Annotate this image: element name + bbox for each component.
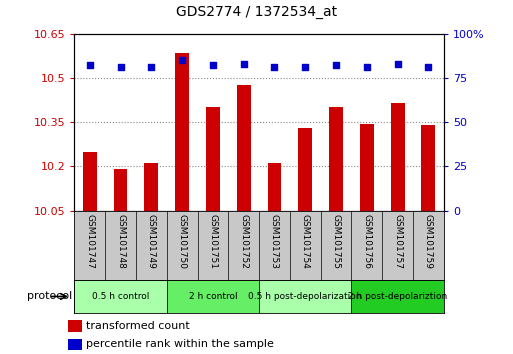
Text: GSM101751: GSM101751	[208, 214, 218, 269]
Point	[240, 61, 248, 67]
Point	[393, 61, 402, 67]
Text: transformed count: transformed count	[86, 321, 189, 331]
Text: GSM101752: GSM101752	[239, 214, 248, 269]
Bar	[68, 320, 82, 332]
Text: 2 h control: 2 h control	[189, 292, 237, 301]
Point	[209, 63, 217, 68]
Point	[363, 64, 371, 70]
Point	[270, 64, 279, 70]
Text: GSM101753: GSM101753	[270, 214, 279, 269]
Bar	[113, 169, 127, 211]
Bar	[329, 107, 343, 211]
Bar	[268, 164, 281, 211]
Text: GSM101756: GSM101756	[362, 214, 371, 269]
Text: GSM101748: GSM101748	[116, 214, 125, 269]
Bar	[83, 152, 96, 211]
Bar	[175, 53, 189, 211]
Point	[116, 64, 125, 70]
Text: 2 h post-depolariztion: 2 h post-depolariztion	[348, 292, 447, 301]
Text: 0.5 h control: 0.5 h control	[92, 292, 149, 301]
Bar	[360, 124, 373, 211]
Bar	[351, 280, 444, 313]
Text: percentile rank within the sample: percentile rank within the sample	[86, 339, 273, 349]
Text: GSM101749: GSM101749	[147, 214, 156, 269]
Text: protocol: protocol	[27, 291, 72, 302]
Point	[147, 64, 155, 70]
Text: 0.5 h post-depolarization: 0.5 h post-depolarization	[248, 292, 362, 301]
Text: GSM101759: GSM101759	[424, 214, 433, 269]
Text: GSM101757: GSM101757	[393, 214, 402, 269]
Text: GSM101754: GSM101754	[301, 214, 310, 269]
Bar	[167, 280, 259, 313]
Text: GSM101750: GSM101750	[177, 214, 187, 269]
Point	[424, 64, 432, 70]
Bar	[68, 338, 82, 350]
Point	[301, 64, 309, 70]
Text: GDS2774 / 1372534_at: GDS2774 / 1372534_at	[176, 5, 337, 19]
Bar	[259, 280, 351, 313]
Bar	[236, 85, 250, 211]
Text: GSM101755: GSM101755	[331, 214, 341, 269]
Bar	[391, 103, 404, 211]
Point	[86, 63, 94, 68]
Bar	[206, 107, 220, 211]
Bar	[145, 164, 158, 211]
Point	[332, 63, 340, 68]
Bar	[422, 125, 435, 211]
Point	[178, 57, 186, 63]
Text: GSM101747: GSM101747	[85, 214, 94, 269]
Bar	[74, 280, 167, 313]
Bar	[298, 128, 312, 211]
